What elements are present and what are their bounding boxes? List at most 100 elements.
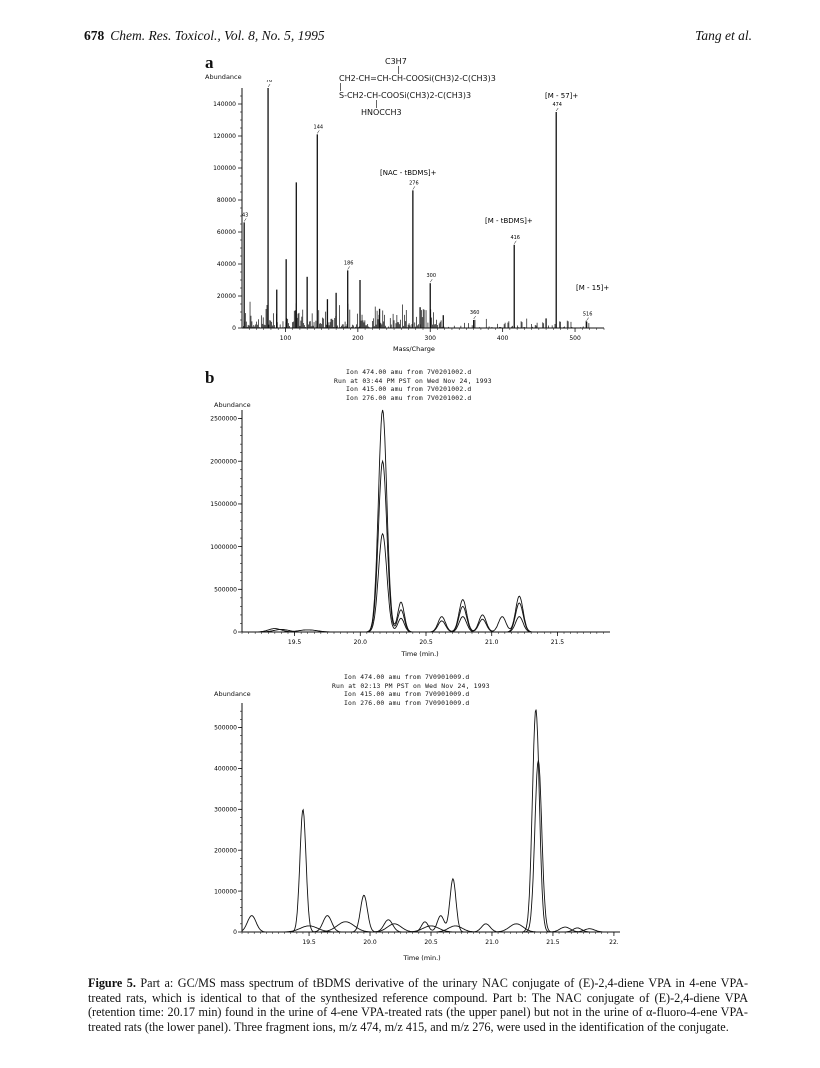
chromatogram-series-line [242, 409, 610, 633]
chromatogram-series-line [242, 459, 610, 633]
ion-line: Ion 474.00 amu from 7V0201002.d [346, 368, 472, 376]
structure-line-3: S-CH2-CH-COOSi(CH3)2-C(CH3)3 [339, 91, 472, 100]
y-tick-label: 0 [233, 629, 237, 636]
annotation-m-15: [M - 15]+ [576, 284, 609, 292]
peak-label-leader [430, 279, 433, 283]
x-tick-label: 20.5 [424, 939, 438, 946]
x-axis-title-b-upper: Time (min.) [400, 650, 438, 658]
panel-a-label: a [205, 53, 214, 72]
x-tick-label: 20.5 [419, 639, 433, 646]
mass-spectrum-peaks [243, 88, 592, 328]
y-tick-label: 100000 [213, 165, 236, 172]
annotation-nac-tbdms: [NAC - tBDMS]+ [380, 169, 437, 177]
y-tick-label: 40000 [217, 261, 236, 268]
peak-label: 276 [409, 180, 419, 186]
ion-line: Run at 03:44 PM PST on Wed Nov 24, 1993 [334, 376, 492, 385]
chromatogram-series-line [242, 532, 610, 633]
running-authors: Tang et al. [695, 28, 752, 43]
mass-spectrum-axes: 140000 120000 100000 80000 60000 40000 20000 0 1… [213, 88, 605, 342]
peak-label-leader [267, 83, 271, 88]
ion-line: Ion 415.00 amu from 7V0901009.d [344, 690, 470, 699]
chromatogram-series-line [241, 709, 620, 933]
y-tick-label: 400000 [214, 766, 237, 773]
ion-line: Ion 276.00 amu from 7V0201002.d [346, 393, 472, 402]
x-tick-label: 19.5 [302, 939, 316, 946]
chromatogram-upper-series [242, 409, 610, 633]
mass-spectrum-labels: 43 76 144 186 276 300 360 416 474 516 [242, 80, 592, 321]
x-tick-label: 500 [569, 335, 581, 342]
x-tick-label: 21.0 [485, 939, 499, 946]
y-tick-label: 1500000 [210, 501, 237, 508]
chromatogram-lower-axes: 500000 400000 300000 200000 100000 0 19.5 20.0 2… [214, 703, 620, 946]
panel-b-upper-y-title: Abundance [214, 401, 251, 409]
y-tick-label: 140000 [213, 101, 236, 108]
peak-label-leader [556, 107, 559, 112]
x-tick-label: 21.0 [485, 639, 499, 646]
peak-label: 144 [314, 124, 324, 130]
peak-label-leader [473, 315, 476, 320]
y-tick-label: 500000 [214, 587, 237, 594]
peak-label-leader [514, 240, 517, 244]
x-tick-label: 19.5 [288, 639, 302, 646]
ion-line: Run at 02:13 PM PST on Wed Nov 24, 1993 [332, 681, 490, 690]
peak-label: 416 [510, 235, 520, 241]
y-tick-label: 300000 [214, 807, 237, 814]
x-tick-label: 200 [352, 335, 364, 342]
panel-b-lower-y-title: Abundance [214, 690, 251, 698]
ion-line: Ion 276.00 amu from 7V0901009.d [344, 698, 470, 707]
ion-info-upper: Ion 474.00 amu from 7V0201002.d Run at 0… [334, 368, 492, 402]
figure-label: Figure 5. [88, 976, 136, 990]
chromatogram-lower-series [241, 709, 620, 933]
chemical-structure: C3H7 | CH2-CH=CH-CH-COOSi(CH3)2-C(CH3)3 … [339, 57, 496, 117]
y-tick-label: 120000 [213, 133, 236, 140]
peak-label: 516 [583, 312, 593, 318]
peak-label: 300 [426, 273, 436, 279]
structure-line-1: C3H7 [385, 57, 407, 66]
x-tick-label: 300 [425, 335, 437, 342]
x-axis-title-b-lower: Time (min.) [402, 954, 440, 962]
caption-text: Part a: GC/MS mass spectrum of tBDMS der… [88, 976, 748, 1034]
y-tick-label: 80000 [217, 197, 236, 204]
peak-label: 186 [344, 260, 354, 266]
chromatogram-upper: 2500000 2000000 1500000 1000000 500000 0 19.5 2… [210, 409, 610, 658]
x-axis-title-a: Mass/Charge [393, 345, 435, 353]
running-header: 678 Chem. Res. Toxicol., Vol. 8, No. 5, 1… [84, 28, 325, 44]
peak-label: 360 [470, 310, 480, 316]
x-tick-label: 21.5 [546, 939, 560, 946]
structure-line-2: CH2-CH=CH-CH-COOSi(CH3)2-C(CH3)3 [339, 74, 496, 83]
x-tick-label: 100 [280, 335, 292, 342]
page-number: 678 [84, 28, 105, 43]
panel-b-label: b [205, 368, 215, 387]
ion-info-lower: Ion 474.00 amu from 7V0901009.d Run at 0… [332, 673, 490, 707]
peak-label-leader [586, 317, 589, 321]
y-tick-label: 100000 [214, 888, 237, 895]
y-tick-label: 20000 [217, 293, 236, 300]
x-tick-label: 400 [497, 335, 509, 342]
y-tick-label: 2500000 [210, 416, 237, 423]
y-tick-label: 60000 [217, 229, 236, 236]
annotation-m-57: [M - 57]+ [545, 92, 578, 100]
x-tick-label: 22. [609, 939, 619, 946]
peak-label: 43 [242, 212, 248, 218]
y-tick-label: 0 [233, 929, 237, 936]
peak-label-leader [412, 186, 416, 190]
peak-label-leader [317, 130, 320, 134]
panel-a-y-title: Abundance [205, 73, 242, 81]
y-tick-label: 500000 [214, 725, 237, 732]
figure-caption: Figure 5. Part a: GC/MS mass spectrum of… [88, 976, 748, 1034]
peak-label-leader [243, 218, 247, 222]
ion-line: Ion 474.00 amu from 7V0901009.d [344, 673, 470, 681]
x-tick-label: 20.0 [363, 939, 377, 946]
structure-line-4: HNOCCH3 [361, 108, 402, 117]
annotation-m-tbdms: [M - tBDMS]+ [485, 217, 533, 225]
journal-citation: Chem. Res. Toxicol., Vol. 8, No. 5, 1995 [110, 28, 325, 43]
chromatogram-upper-axes: 2500000 2000000 1500000 1000000 500000 0 19.5 2… [210, 410, 610, 646]
y-tick-label: 1000000 [210, 544, 237, 551]
peak-label-leader [347, 266, 350, 270]
x-tick-label: 20.0 [354, 639, 368, 646]
chromatogram-lower: 500000 400000 300000 200000 100000 0 19.5 20.0 2… [214, 703, 620, 962]
chromatogram-series-line [242, 921, 620, 933]
ion-line: Ion 415.00 amu from 7V0201002.d [346, 385, 472, 394]
x-tick-label: 21.5 [551, 639, 565, 646]
peak-label: 76 [266, 80, 272, 84]
